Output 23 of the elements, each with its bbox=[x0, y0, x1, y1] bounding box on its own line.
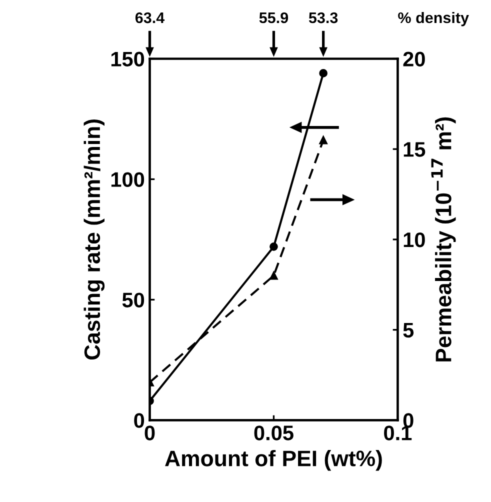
x-tick-label: 0.1 bbox=[384, 426, 412, 440]
y-tick-label: 0 bbox=[134, 413, 144, 428]
point bbox=[319, 69, 328, 78]
point bbox=[270, 242, 278, 251]
y2-tick-label: 0 bbox=[403, 413, 414, 428]
y-tick-label: 150 bbox=[111, 52, 144, 66]
y-tick-label: 50 bbox=[122, 292, 144, 308]
y2-tick-label: 15 bbox=[404, 142, 426, 157]
text: 55.9 bbox=[259, 12, 288, 24]
text: 53.3 bbox=[308, 12, 338, 24]
y-axis-title: Casting rate (mm²/min) bbox=[84, 120, 105, 360]
text: 63.4 bbox=[135, 12, 165, 24]
point bbox=[270, 271, 278, 280]
x-tick-label: 0 bbox=[144, 426, 155, 440]
text: % density bbox=[398, 12, 469, 26]
y-tick-label: 100 bbox=[111, 172, 144, 187]
y2-tick-label: 10 bbox=[404, 232, 425, 248]
y2-tick-label: 5 bbox=[403, 323, 414, 338]
y2-tick-label: 20 bbox=[403, 52, 425, 66]
x-axis-title: Amount of PEI (wt%) bbox=[165, 450, 382, 471]
point bbox=[319, 136, 328, 144]
y2-axis-title: Permeability (10$^{−17}$ m²) bbox=[431, 117, 456, 362]
x-tick-label: 0.05 bbox=[254, 426, 294, 440]
